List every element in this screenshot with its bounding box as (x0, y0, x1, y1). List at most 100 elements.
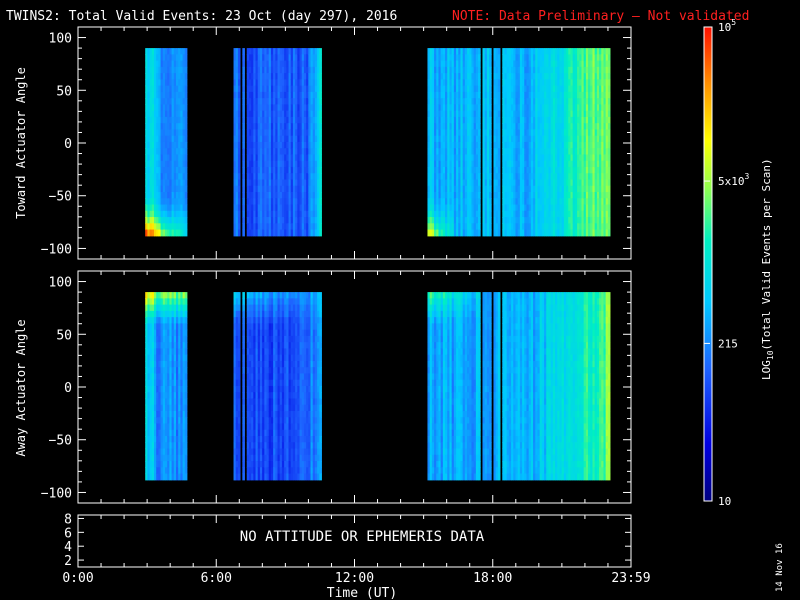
heatmap-cell (473, 160, 477, 168)
heatmap-cell (235, 342, 239, 350)
heatmap-column (151, 48, 155, 237)
heatmap-cell (530, 192, 534, 199)
heatmap-cell (464, 160, 468, 168)
heatmap-cell (574, 154, 578, 162)
heatmap-cell (277, 154, 281, 162)
heatmap-cell (171, 110, 175, 118)
heatmap-cell (440, 210, 444, 218)
heatmap-cell (467, 48, 470, 55)
heatmap-cell (436, 116, 439, 124)
heatmap-cell (427, 91, 431, 99)
heatmap-cell (440, 148, 444, 156)
heatmap-cell (312, 66, 316, 74)
heatmap-cell (484, 198, 488, 206)
heatmap-cell (599, 217, 602, 224)
heatmap-cell (574, 66, 578, 74)
heatmap-cell (255, 210, 259, 218)
heatmap-cell (489, 210, 492, 218)
heatmap-cell (147, 198, 150, 206)
heatmap-cell (270, 148, 274, 156)
heatmap-cell (275, 48, 278, 55)
heatmap-cell (295, 223, 298, 231)
heatmap-cell (438, 173, 442, 181)
heatmap-cell (519, 85, 523, 93)
heatmap-cell (449, 192, 453, 199)
heatmap-cell (537, 204, 541, 212)
heatmap-cell (592, 223, 596, 231)
heatmap-cell (184, 310, 188, 318)
heatmap-cell (257, 185, 261, 193)
heatmap-cell (275, 110, 278, 118)
heatmap-cell (246, 160, 250, 168)
heatmap-cell (299, 154, 303, 162)
heatmap-cell (585, 154, 589, 162)
heatmap-cell (266, 129, 270, 137)
heatmap-cell (270, 104, 274, 112)
heatmap-cell (178, 66, 181, 74)
heatmap-cell (156, 442, 159, 450)
heatmap-cell (237, 60, 241, 68)
heatmap-cell (162, 373, 166, 381)
heatmap-cell (515, 204, 519, 212)
heatmap-cell (526, 116, 530, 124)
heatmap-cell (467, 210, 470, 218)
heatmap-cell (286, 229, 289, 237)
heatmap-cell (257, 179, 261, 187)
heatmap-cell (517, 166, 521, 174)
heatmap-cell (233, 404, 237, 412)
heatmap-cell (314, 210, 318, 218)
heatmap-column (176, 48, 179, 237)
heatmap-cell (165, 141, 168, 149)
heatmap-cell (266, 210, 270, 218)
heatmap-cell (522, 185, 525, 193)
heatmap-cell (427, 48, 431, 55)
heatmap-cell (310, 229, 314, 237)
heatmap-cell (167, 141, 170, 149)
heatmap-cell (515, 98, 519, 106)
heatmap-cell (178, 473, 181, 481)
heatmap-cell (533, 91, 536, 99)
heatmap-cell (288, 116, 292, 124)
heatmap-cell (180, 442, 183, 450)
heatmap-cell (557, 210, 560, 218)
heatmap-cell (504, 104, 508, 112)
heatmap-column (178, 48, 181, 237)
heatmap-cell (233, 73, 237, 80)
heatmap-cell (145, 110, 148, 118)
heatmap-cell (158, 410, 161, 418)
heatmap-cell (552, 210, 556, 218)
heatmap-cell (149, 217, 153, 224)
heatmap-cell (453, 135, 457, 143)
heatmap-cell (473, 141, 477, 149)
heatmap-cell (273, 173, 276, 181)
heatmap-cell (317, 166, 320, 174)
heatmap-cell (502, 204, 505, 212)
heatmap-cell (288, 192, 292, 199)
heatmap-cell (535, 217, 538, 224)
heatmap-cell (180, 385, 183, 393)
heatmap-cell (489, 85, 492, 93)
heatmap-cell (288, 223, 292, 231)
heatmap-cell (277, 73, 281, 80)
heatmap-cell (434, 223, 437, 231)
heatmap-cell (574, 229, 578, 237)
heatmap-cell (145, 198, 148, 206)
heatmap-cell (184, 217, 188, 224)
heatmap-cell (493, 79, 497, 87)
heatmap-cell (482, 91, 486, 99)
heatmap-cell (449, 60, 453, 68)
heatmap-cell (522, 173, 525, 181)
heatmap-cell (603, 123, 607, 131)
heatmap-cell (429, 229, 433, 237)
heatmap-cell (310, 60, 314, 68)
heatmap-cell (482, 154, 486, 162)
heatmap-cell (171, 373, 175, 381)
heatmap-cell (561, 129, 565, 137)
heatmap-cell (290, 110, 294, 118)
heatmap-cell (160, 429, 164, 437)
heatmap-cell (277, 110, 281, 118)
heatmap-cell (165, 204, 168, 212)
heatmap-cell (165, 292, 168, 299)
heatmap-cell (277, 66, 281, 74)
heatmap-column (306, 48, 309, 237)
